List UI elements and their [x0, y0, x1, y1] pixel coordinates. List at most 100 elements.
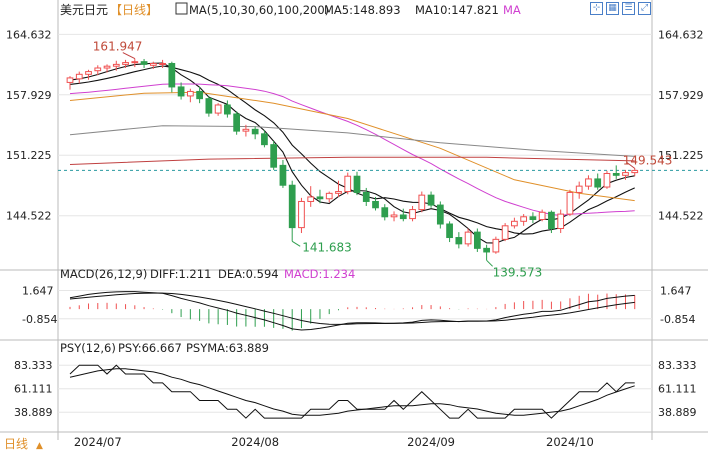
- candle-body[interactable]: [196, 90, 203, 100]
- candle-body[interactable]: [149, 62, 157, 66]
- left-macd-tick: 1.647: [22, 285, 54, 298]
- x-axis-date-label: 2024/09: [407, 435, 455, 449]
- macd-diff-label: DIFF:1.211: [150, 267, 211, 281]
- period-button: 日线: [4, 437, 28, 451]
- high-pointer: [122, 52, 136, 59]
- x-axis-date-label: 2024/08: [231, 435, 279, 449]
- candle-body[interactable]: [298, 200, 305, 229]
- psy-value-label: PSY:66.667: [118, 341, 182, 355]
- psyma-value-label: PSYMA:63.889: [186, 341, 269, 355]
- candle-body[interactable]: [122, 62, 129, 65]
- dea-line: [69, 292, 635, 325]
- candle-body[interactable]: [622, 172, 629, 176]
- candle-body[interactable]: [390, 214, 398, 218]
- candle-body[interactable]: [261, 133, 268, 146]
- candle-body[interactable]: [279, 164, 287, 186]
- crosshair-icon[interactable]: ⊹: [590, 2, 603, 15]
- ma-params-label: MA(5,10,30,60,100,200): [189, 3, 329, 17]
- candle-body[interactable]: [224, 104, 231, 115]
- candle-body[interactable]: [131, 61, 139, 64]
- candle-body[interactable]: [186, 90, 194, 97]
- candle-body[interactable]: [538, 211, 546, 220]
- ma100-line: [69, 125, 635, 157]
- candle-body[interactable]: [594, 178, 602, 188]
- expand-icon[interactable]: ⤢: [638, 2, 651, 15]
- candle-body[interactable]: [631, 169, 639, 174]
- list-icon[interactable]: ☰: [622, 2, 635, 15]
- candle-body[interactable]: [159, 62, 166, 65]
- ma5-label: MA5:148.893: [324, 3, 401, 17]
- candle-body[interactable]: [520, 216, 528, 222]
- candle-body[interactable]: [66, 77, 74, 83]
- period-tag: 【日线】: [110, 3, 158, 17]
- right-price-tick: 164.632: [658, 28, 704, 41]
- candle-body[interactable]: [214, 104, 222, 114]
- candle-body[interactable]: [409, 209, 416, 220]
- diff-line: [69, 291, 635, 331]
- ma10-line: [69, 65, 635, 235]
- candle-body[interactable]: [288, 184, 296, 229]
- candle-body[interactable]: [112, 63, 120, 67]
- candle-body[interactable]: [353, 175, 361, 193]
- candle-body[interactable]: [557, 213, 565, 230]
- candle-body[interactable]: [427, 194, 435, 206]
- candle-body[interactable]: [548, 211, 555, 230]
- macd-value-label: MACD:1.234: [284, 267, 355, 281]
- last-pointer: [626, 162, 636, 169]
- candle-body[interactable]: [436, 204, 444, 225]
- ma30-line: [69, 83, 635, 216]
- candle-body[interactable]: [168, 62, 176, 88]
- psyma-line: [69, 368, 635, 416]
- candle-body[interactable]: [94, 67, 102, 72]
- candle-body[interactable]: [492, 238, 500, 253]
- candle-body[interactable]: [483, 247, 490, 253]
- candle-body[interactable]: [335, 191, 342, 194]
- candle-body[interactable]: [103, 65, 111, 69]
- left-psy-tick: 83.333: [14, 359, 53, 372]
- candle-body[interactable]: [344, 175, 352, 193]
- candle-body[interactable]: [399, 214, 407, 220]
- candle-body[interactable]: [242, 128, 250, 132]
- candle-body[interactable]: [473, 231, 481, 249]
- left-psy-tick: 61.111: [14, 383, 53, 396]
- macd-params-label: MACD(26,12,9): [60, 267, 147, 281]
- candle-body[interactable]: [205, 98, 213, 114]
- candle-body[interactable]: [307, 196, 315, 202]
- candle-body[interactable]: [446, 223, 453, 239]
- candle-body[interactable]: [177, 86, 185, 97]
- candle-body[interactable]: [316, 196, 324, 200]
- right-psy-tick: 83.333: [658, 359, 697, 372]
- candle-body[interactable]: [501, 225, 509, 240]
- candle-body[interactable]: [464, 231, 472, 245]
- annotation-high: 161.947: [93, 40, 143, 54]
- candle-body[interactable]: [362, 191, 370, 202]
- candle-body[interactable]: [511, 220, 518, 227]
- x-axis-date-label: 2024/10: [546, 435, 594, 449]
- candle-body[interactable]: [529, 216, 537, 220]
- left-psy-tick: 38.889: [14, 406, 53, 419]
- grid-icon[interactable]: ▦: [606, 2, 619, 15]
- candle-body[interactable]: [270, 144, 278, 168]
- left-price-tick: 151.225: [6, 149, 52, 162]
- candle-body[interactable]: [381, 207, 389, 218]
- ma-toggle-icon[interactable]: [175, 2, 188, 15]
- candle-body[interactable]: [566, 191, 574, 215]
- candle-body[interactable]: [325, 192, 333, 200]
- candle-body[interactable]: [251, 128, 259, 135]
- candle-body[interactable]: [140, 61, 148, 65]
- candle-body[interactable]: [612, 173, 620, 176]
- candle-body[interactable]: [418, 194, 426, 211]
- candle-body[interactable]: [233, 113, 241, 132]
- candle-body[interactable]: [75, 73, 83, 80]
- candle-body[interactable]: [575, 185, 583, 193]
- right-price-tick: 157.929: [658, 89, 704, 102]
- candle-body[interactable]: [372, 200, 379, 209]
- candle-body[interactable]: [455, 237, 463, 245]
- symbol-label: 美元日元: [60, 3, 108, 17]
- period-up-arrow: ▲: [36, 441, 43, 451]
- candle-body[interactable]: [85, 71, 92, 75]
- candle-body[interactable]: [603, 173, 611, 188]
- candle-body[interactable]: [585, 178, 592, 187]
